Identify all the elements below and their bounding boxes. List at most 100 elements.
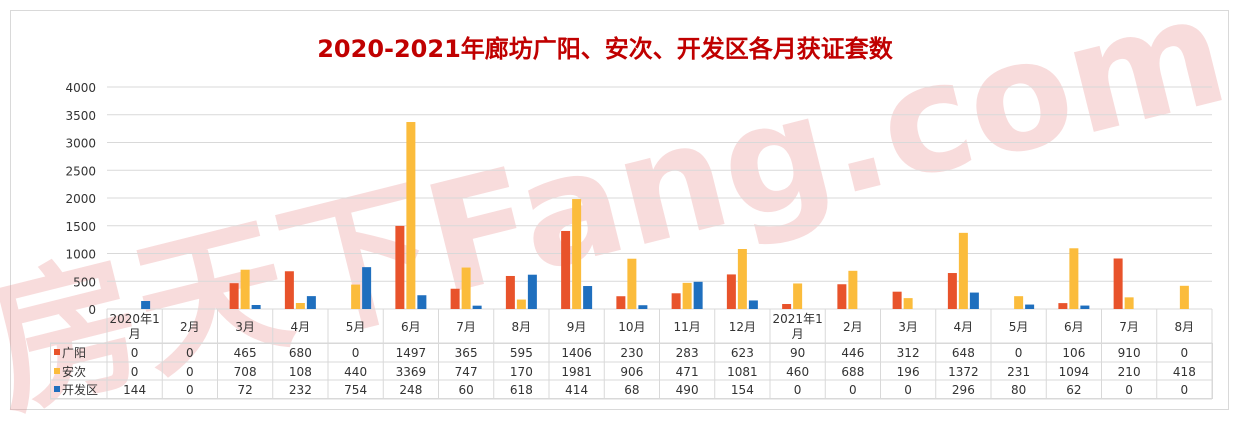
data-table-cell: 1497 <box>396 346 427 360</box>
y-tick-label: 2000 <box>65 192 96 206</box>
legend-label: 开发区 <box>62 382 98 397</box>
data-table-cell: 0 <box>186 346 194 360</box>
bar-广阳 <box>616 296 626 309</box>
data-table-cell: 708 <box>234 365 257 379</box>
bar-广阳 <box>947 273 957 309</box>
y-tick-label: 4000 <box>65 81 96 95</box>
data-table-cell: 0 <box>1015 346 1023 360</box>
bar-开发区 <box>583 286 593 309</box>
bar-安次 <box>737 249 747 309</box>
x-category-label: 4月 <box>291 320 311 334</box>
bar-广阳 <box>726 274 736 309</box>
data-table-cell: 80 <box>1011 383 1026 397</box>
data-table-cell: 232 <box>289 383 312 397</box>
data-table-cell: 747 <box>455 365 478 379</box>
bar-安次 <box>572 199 582 309</box>
x-category-label: 7月 <box>456 320 476 334</box>
data-table-cell: 210 <box>1118 365 1141 379</box>
bar-安次 <box>627 258 637 309</box>
data-table-cell: 0 <box>186 383 194 397</box>
data-table-cell: 440 <box>344 365 367 379</box>
data-table-cell: 196 <box>897 365 920 379</box>
data-table-cell: 910 <box>1118 346 1141 360</box>
bar-开发区 <box>362 267 372 309</box>
data-table-cell: 1372 <box>948 365 979 379</box>
x-category-label: 8月 <box>512 320 532 334</box>
bar-安次 <box>295 303 305 309</box>
chart-title: 2020-2021年廊坊广阳、安次、开发区各月获证套数 <box>317 35 894 63</box>
data-table-cell: 108 <box>289 365 312 379</box>
data-table-cell: 170 <box>510 365 533 379</box>
data-table-cell: 154 <box>731 383 754 397</box>
y-tick-label: 2500 <box>65 164 96 178</box>
bar-广阳 <box>1113 258 1123 309</box>
data-table-cell: 144 <box>123 383 146 397</box>
bar-安次 <box>1179 285 1189 309</box>
bar-广阳 <box>1058 303 1068 309</box>
data-table-cell: 595 <box>510 346 533 360</box>
data-table-cell: 0 <box>131 346 139 360</box>
bar-安次 <box>958 232 968 309</box>
bar-广阳 <box>837 284 847 309</box>
data-table-cell: 623 <box>731 346 754 360</box>
bar-广阳 <box>450 288 460 309</box>
data-table-cell: 62 <box>1066 383 1081 397</box>
bar-安次 <box>406 122 416 309</box>
x-category-label: 8月 <box>1175 320 1195 334</box>
data-table-cell: 1094 <box>1059 365 1090 379</box>
data-table-cell: 1406 <box>561 346 592 360</box>
data-table-cell: 68 <box>624 383 639 397</box>
data-table-cell: 414 <box>565 383 588 397</box>
data-table-cell: 231 <box>1007 365 1030 379</box>
data-table-cell: 754 <box>344 383 367 397</box>
x-category-label: 5月 <box>1009 320 1029 334</box>
bar-安次 <box>903 298 913 309</box>
data-table-cell: 365 <box>455 346 478 360</box>
bar-广阳 <box>782 304 792 309</box>
bar-开发区 <box>472 305 482 309</box>
bar-开发区 <box>141 301 151 309</box>
data-table-cell: 0 <box>1125 383 1133 397</box>
bar-开发区 <box>251 305 261 309</box>
y-tick-label: 3500 <box>65 109 96 123</box>
bar-安次 <box>1124 297 1134 309</box>
x-category-label: 5月 <box>346 320 366 334</box>
data-table-cell: 1981 <box>561 365 592 379</box>
legend-label: 广阳 <box>62 346 86 360</box>
bar-安次 <box>793 283 803 309</box>
bar-安次 <box>240 269 250 309</box>
bar-开发区 <box>1080 305 1090 309</box>
y-tick-label: 3000 <box>65 137 96 151</box>
bar-开发区 <box>417 295 427 309</box>
x-category-label-suffix: 月 <box>792 327 804 341</box>
data-table-cell: 0 <box>1181 346 1189 360</box>
y-tick-label: 500 <box>73 275 96 289</box>
bar-安次 <box>1069 248 1079 309</box>
data-table-cell: 312 <box>897 346 920 360</box>
data-table-cell: 106 <box>1062 346 1085 360</box>
bar-广阳 <box>561 230 571 309</box>
data-table-cell: 296 <box>952 383 975 397</box>
bar-安次 <box>682 282 692 309</box>
x-category-label: 2月 <box>843 320 863 334</box>
x-category-label: 9月 <box>567 320 587 334</box>
data-table-cell: 460 <box>786 365 809 379</box>
data-table-cell: 0 <box>904 383 912 397</box>
x-category-label: 2021年1 <box>773 312 823 326</box>
legend-label: 安次 <box>62 364 86 379</box>
data-table-cell: 230 <box>620 346 643 360</box>
data-table-cell: 465 <box>234 346 257 360</box>
bar-开发区 <box>1025 304 1035 309</box>
y-tick-label: 1000 <box>65 248 96 262</box>
bar-广阳 <box>505 275 515 309</box>
bar-广阳 <box>892 291 902 309</box>
bar-安次 <box>516 299 526 309</box>
data-table-cell: 618 <box>510 383 533 397</box>
data-table-cell: 0 <box>131 365 139 379</box>
legend-key-开发区 <box>54 386 60 392</box>
bar-安次 <box>351 284 361 309</box>
x-category-label: 12月 <box>729 320 756 334</box>
data-table-cell: 0 <box>1181 383 1189 397</box>
data-table-cell: 0 <box>352 346 360 360</box>
data-table-cell: 90 <box>790 346 805 360</box>
